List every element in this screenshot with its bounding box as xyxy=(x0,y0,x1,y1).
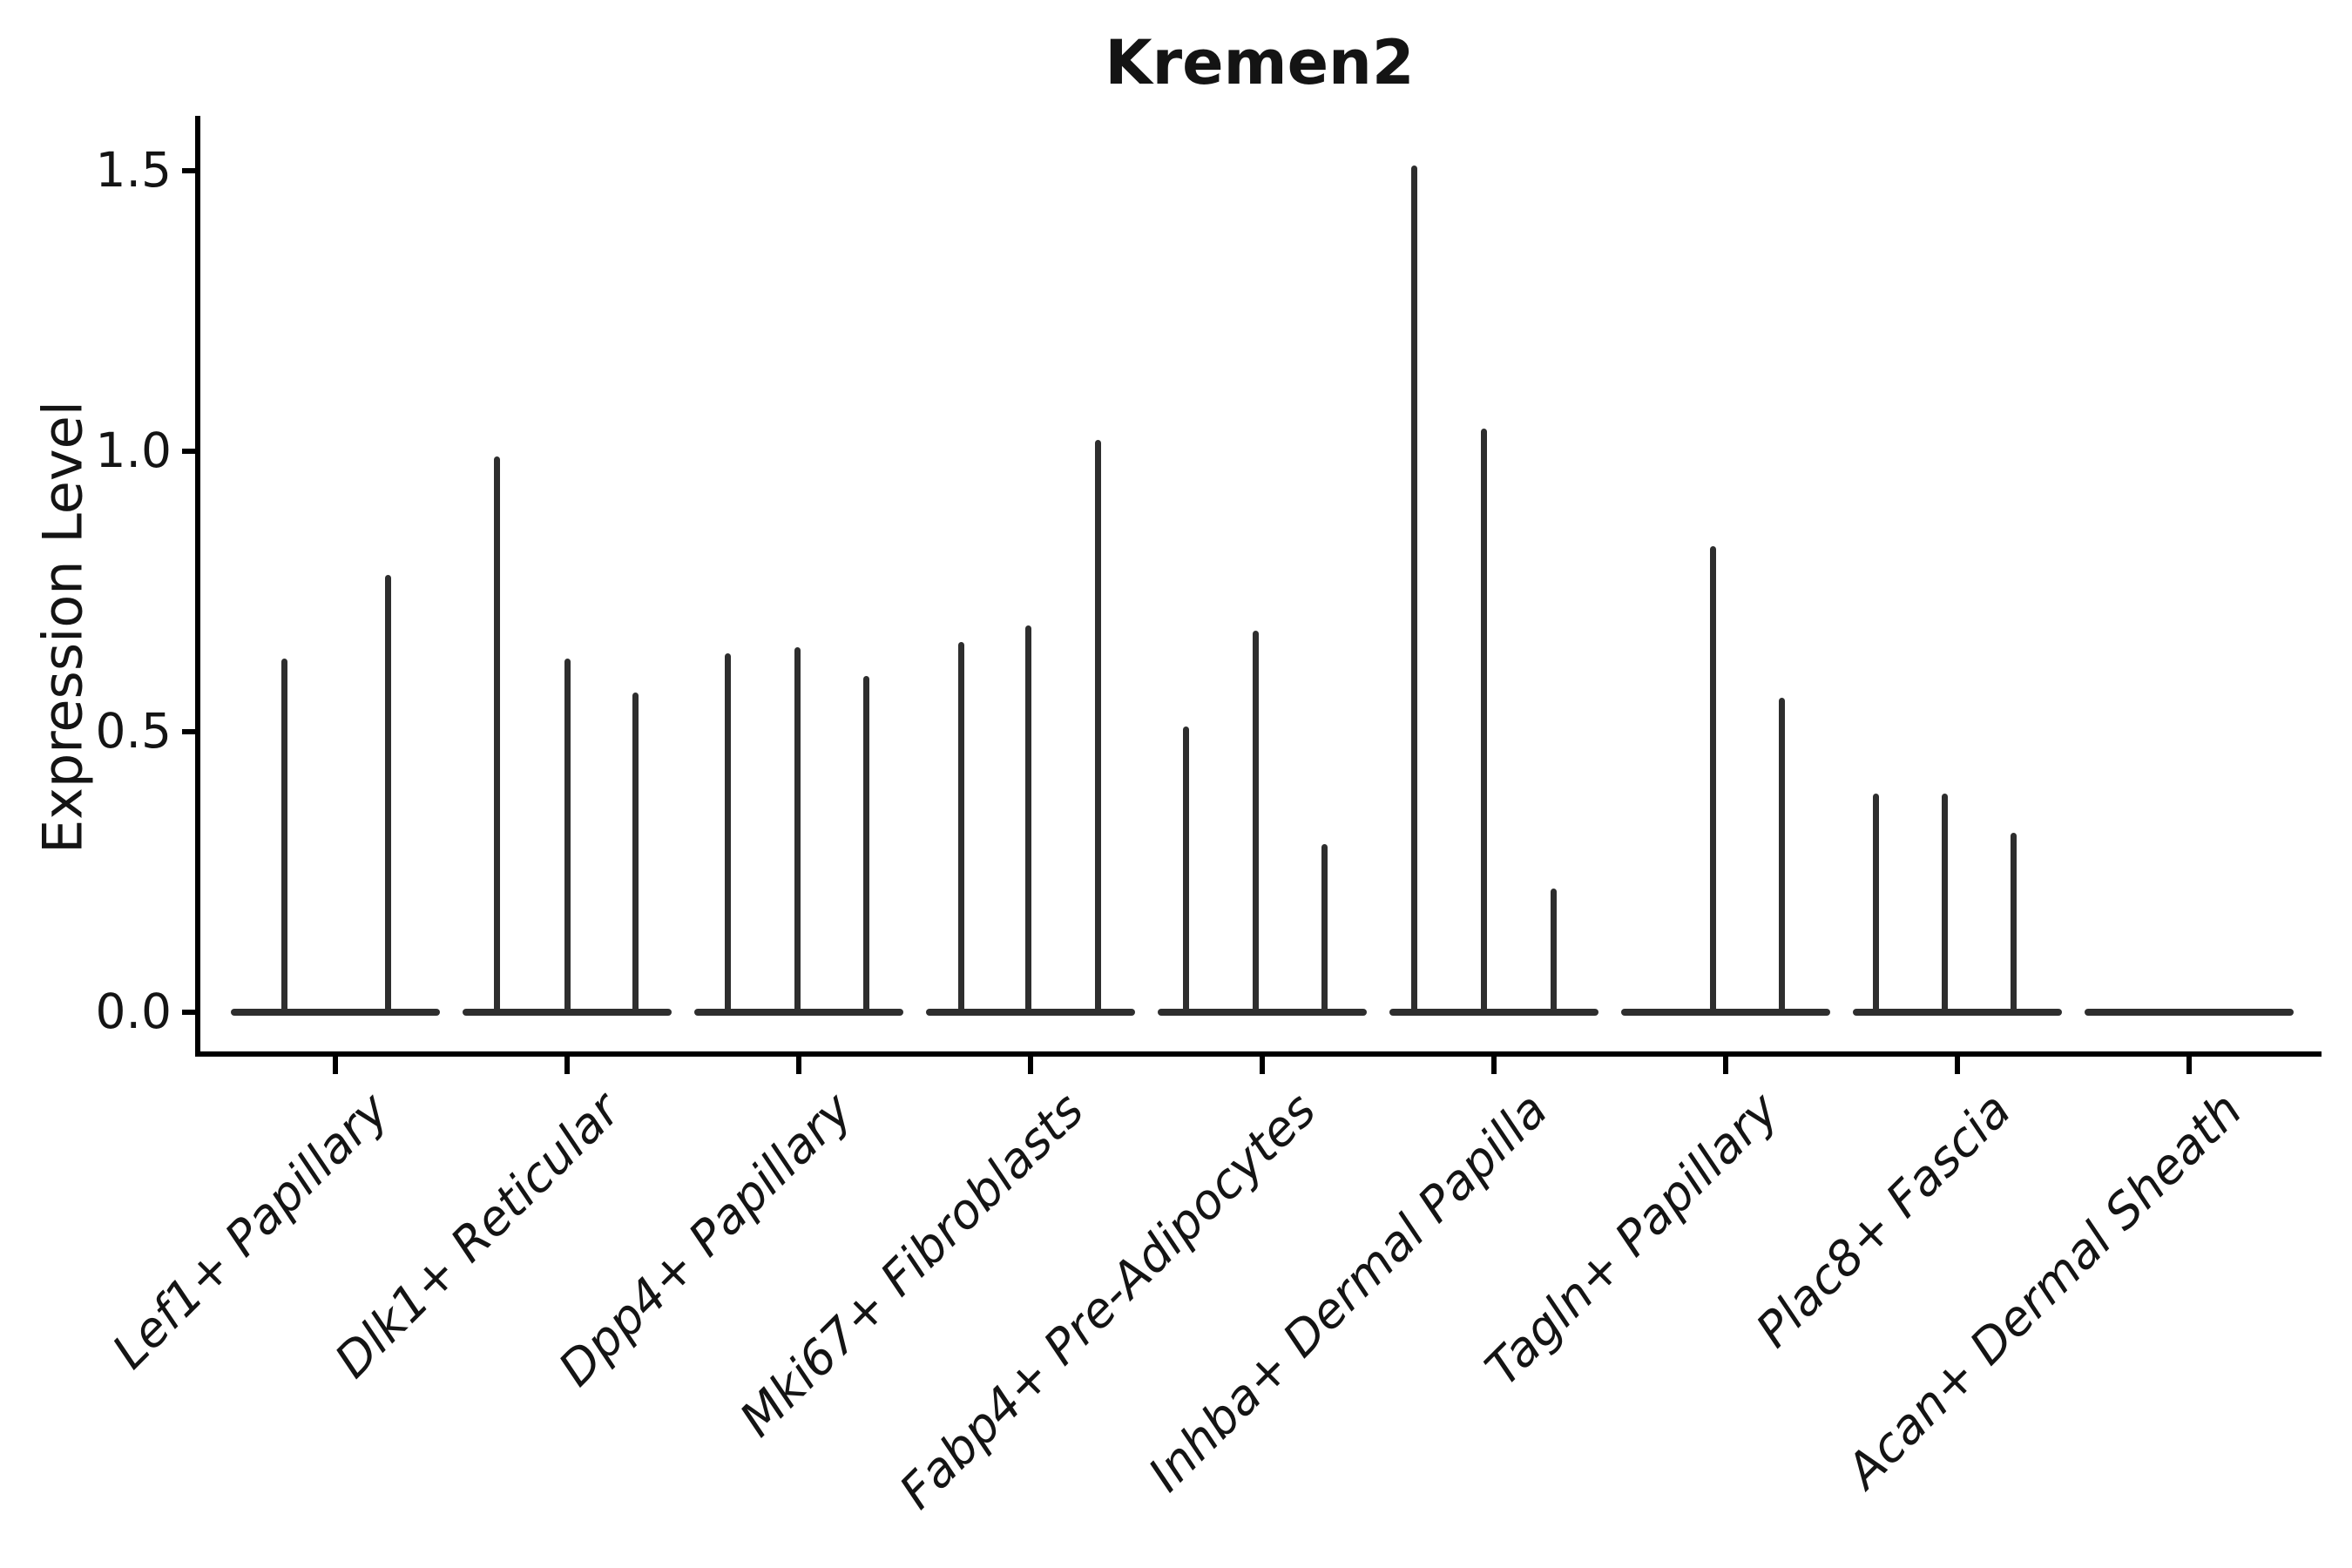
expression-spike xyxy=(863,675,869,1014)
y-axis-spine xyxy=(195,116,200,1057)
x-tick xyxy=(333,1057,338,1074)
expression-spike xyxy=(1710,546,1716,1014)
expression-spike xyxy=(1873,793,1879,1014)
x-tick xyxy=(1260,1057,1265,1074)
x-tick xyxy=(1723,1057,1728,1074)
expression-spike xyxy=(1321,843,1328,1014)
expression-spike xyxy=(564,659,571,1014)
violin-body xyxy=(1389,1009,1598,1016)
violin-body xyxy=(231,1009,440,1016)
expression-spike xyxy=(281,659,287,1014)
expression-spike xyxy=(794,647,801,1014)
y-tick-label: 0.5 xyxy=(95,703,172,759)
expression-spike xyxy=(725,652,731,1014)
expression-spike xyxy=(385,574,391,1014)
x-tick xyxy=(564,1057,570,1074)
violin-body xyxy=(1853,1009,2062,1016)
y-tick xyxy=(182,1010,196,1015)
y-tick-label: 1.5 xyxy=(95,142,172,198)
y-tick xyxy=(182,449,196,454)
x-tick xyxy=(1955,1057,1960,1074)
x-tick xyxy=(796,1057,801,1074)
expression-spike xyxy=(1095,440,1101,1014)
x-axis-spine xyxy=(195,1051,2322,1057)
x-axis-label: Inhba+ Dermal Papilla xyxy=(1137,1081,1558,1503)
x-axis-label: Acan+ Dermal Sheath xyxy=(1835,1081,2254,1499)
expression-spike xyxy=(632,692,639,1014)
expression-spike xyxy=(1779,698,1785,1014)
y-tick-label: 1.0 xyxy=(95,422,172,478)
expression-spike xyxy=(2011,832,2017,1014)
violin-body xyxy=(1621,1009,1830,1016)
y-tick-label: 0.0 xyxy=(95,983,172,1039)
x-tick xyxy=(1028,1057,1033,1074)
expression-spike xyxy=(1551,889,1557,1014)
y-tick xyxy=(182,729,196,734)
violin-body xyxy=(2085,1009,2294,1016)
expression-spike xyxy=(1183,726,1189,1014)
expression-spike xyxy=(1942,793,1948,1014)
x-tick xyxy=(1491,1057,1497,1074)
expression-spike xyxy=(1253,631,1259,1014)
expression-spike xyxy=(958,641,964,1014)
x-tick xyxy=(2186,1057,2192,1074)
x-axis-label: Fabp4+ Pre-Adipocytes xyxy=(888,1081,1327,1520)
y-tick xyxy=(182,168,196,173)
expression-spike xyxy=(494,456,500,1014)
expression-spike xyxy=(1025,625,1031,1014)
violin-body xyxy=(1158,1009,1367,1016)
expression-spike xyxy=(1481,429,1487,1014)
expression-spike xyxy=(1411,165,1417,1014)
chart-title: Kremen2 xyxy=(1105,27,1415,98)
